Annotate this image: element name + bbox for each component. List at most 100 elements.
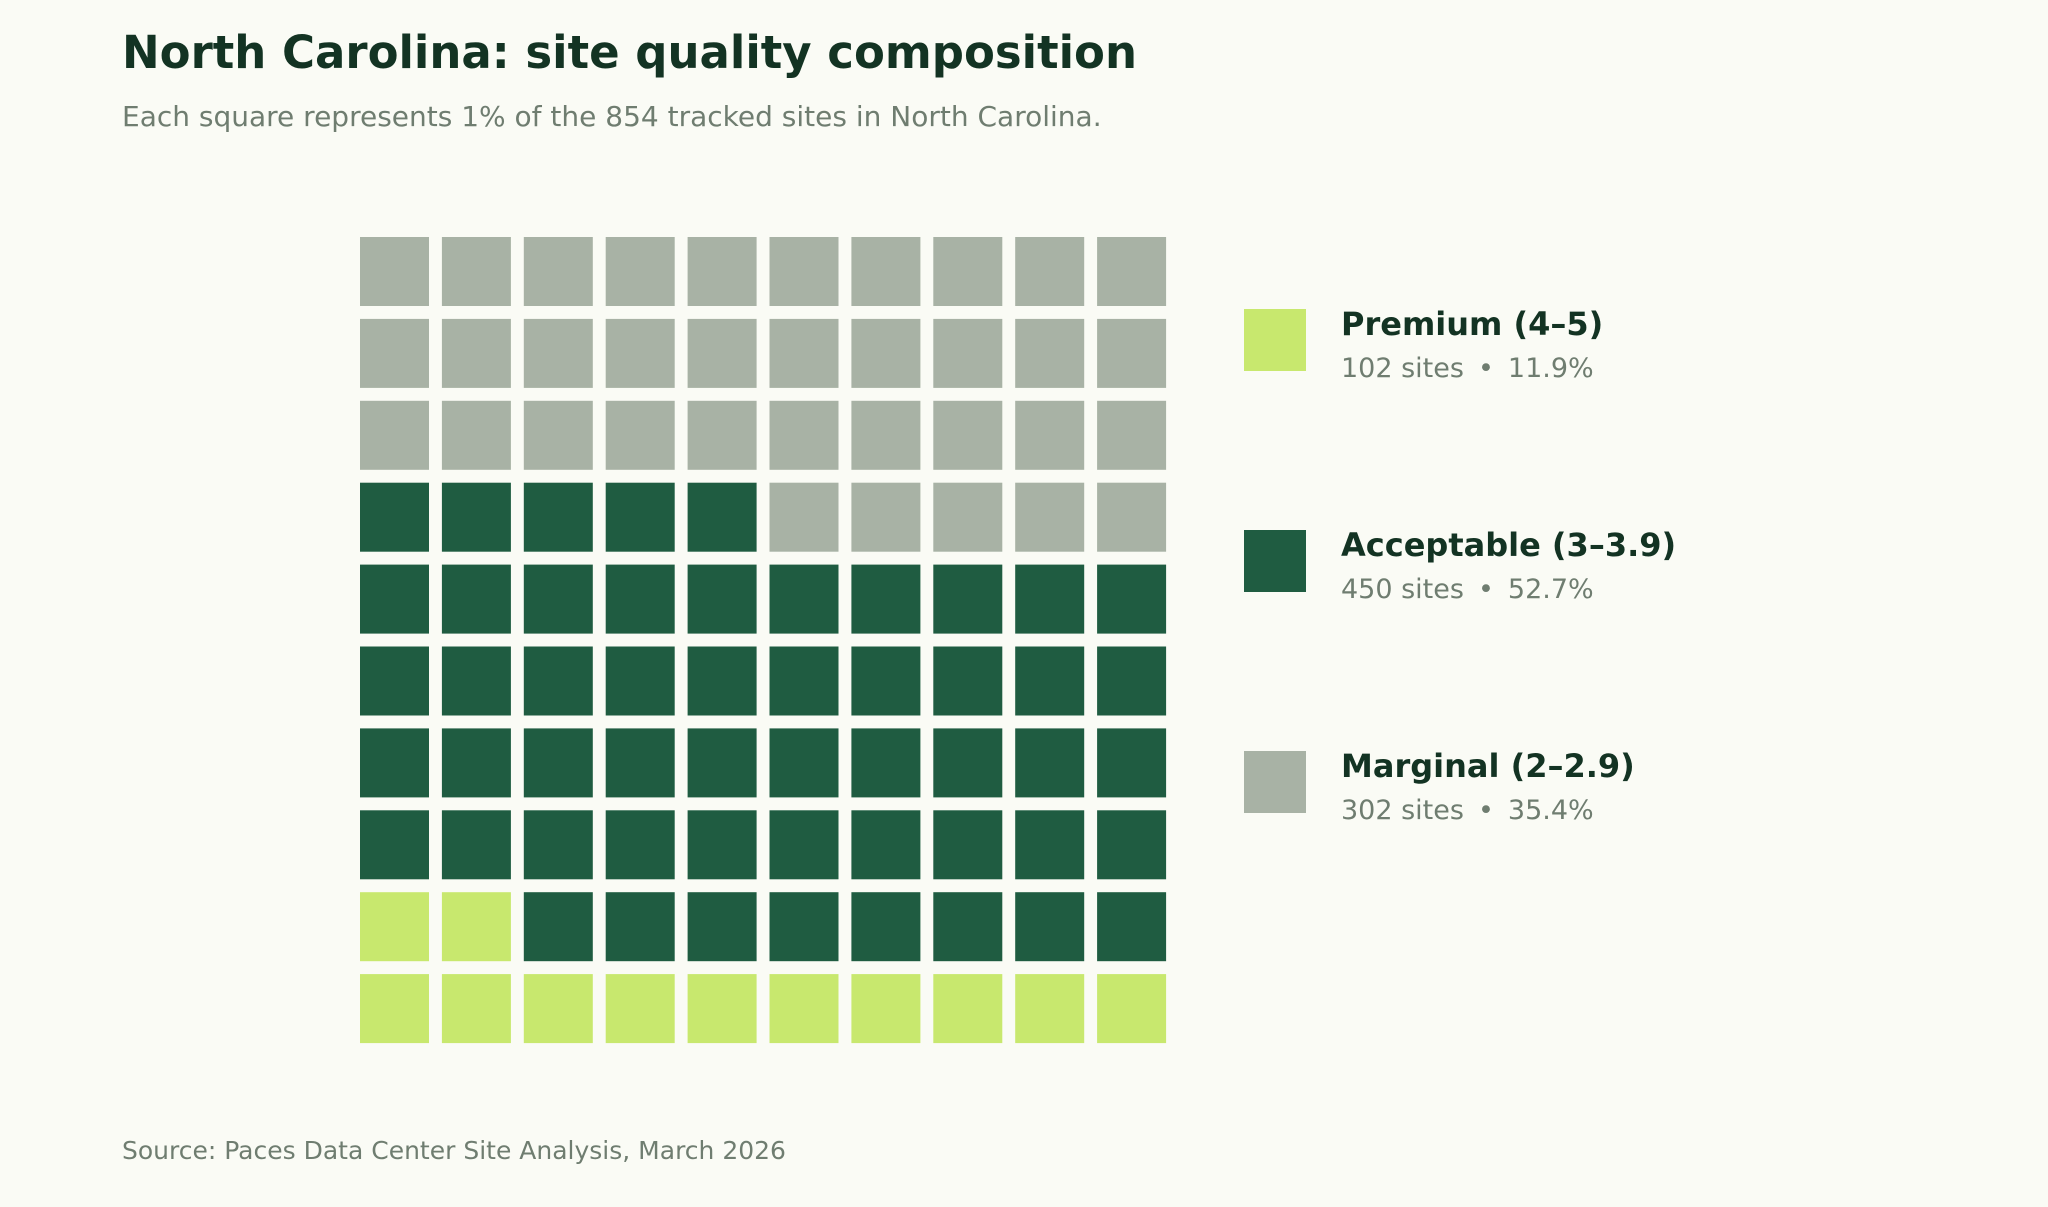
legend-label-marginal: Marginal (2–2.9)	[1341, 747, 1635, 785]
waffle-square-acceptable	[523, 482, 593, 552]
legend-percent-marginal: 35.4%	[1507, 795, 1594, 826]
waffle-square-acceptable	[605, 728, 675, 798]
legend-detail-premium: 102 sites • 11.9%	[1341, 353, 1594, 384]
waffle-square-premium	[769, 974, 839, 1044]
waffle-square-acceptable	[687, 564, 757, 634]
waffle-square-acceptable	[360, 482, 429, 552]
waffle-square-acceptable	[360, 646, 429, 716]
waffle-square-premium	[360, 892, 429, 962]
waffle-square-acceptable	[769, 728, 839, 798]
chart-source: Source: Paces Data Center Site Analysis,…	[122, 1136, 786, 1165]
waffle-square-marginal	[1015, 482, 1085, 552]
waffle-square-acceptable	[851, 892, 921, 962]
chart-title: North Carolina: site quality composition	[122, 26, 1137, 79]
legend-label-premium: Premium (4–5)	[1341, 305, 1604, 343]
waffle-square-premium	[605, 974, 675, 1044]
waffle-square-marginal	[1097, 400, 1167, 470]
waffle-square-acceptable	[523, 810, 593, 880]
waffle-square-marginal	[769, 237, 839, 306]
waffle-square-premium	[441, 974, 511, 1044]
waffle-square-acceptable	[1015, 564, 1085, 634]
waffle-square-acceptable	[769, 646, 839, 716]
waffle-square-premium	[1015, 974, 1085, 1044]
waffle-square-acceptable	[360, 810, 429, 880]
waffle-square-marginal	[360, 318, 429, 388]
waffle-square-acceptable	[605, 892, 675, 962]
waffle-square-marginal	[769, 482, 839, 552]
waffle-square-acceptable	[605, 482, 675, 552]
waffle-square-marginal	[851, 400, 921, 470]
waffle-square-acceptable	[1097, 564, 1167, 634]
legend-sites-marginal: 302 sites	[1341, 795, 1464, 826]
waffle-square-acceptable	[933, 646, 1003, 716]
waffle-square-acceptable	[933, 810, 1003, 880]
legend-label-acceptable: Acceptable (3–3.9)	[1341, 526, 1677, 564]
waffle-square-marginal	[1015, 318, 1085, 388]
waffle-square-acceptable	[1015, 892, 1085, 962]
waffle-square-acceptable	[1015, 728, 1085, 798]
waffle-square-acceptable	[851, 646, 921, 716]
waffle-square-acceptable	[360, 728, 429, 798]
waffle-square-marginal	[1015, 237, 1085, 306]
waffle-square-premium	[851, 974, 921, 1044]
waffle-square-marginal	[933, 318, 1003, 388]
waffle-square-marginal	[1097, 482, 1167, 552]
waffle-square-marginal	[933, 237, 1003, 306]
waffle-square-acceptable	[851, 810, 921, 880]
waffle-square-premium	[687, 974, 757, 1044]
waffle-square-acceptable	[523, 892, 593, 962]
waffle-square-acceptable	[605, 564, 675, 634]
waffle-square-acceptable	[851, 728, 921, 798]
waffle-square-acceptable	[441, 728, 511, 798]
waffle-square-marginal	[605, 318, 675, 388]
legend-sites-acceptable: 450 sites	[1341, 574, 1464, 605]
waffle-square-marginal	[523, 318, 593, 388]
waffle-square-acceptable	[605, 646, 675, 716]
waffle-square-acceptable	[1015, 810, 1085, 880]
waffle-square-acceptable	[687, 482, 757, 552]
waffle-square-marginal	[441, 318, 511, 388]
legend-separator: •	[1477, 795, 1494, 826]
legend-separator: •	[1477, 574, 1494, 605]
legend-swatch-marginal	[1244, 751, 1306, 813]
waffle-square-acceptable	[1097, 810, 1167, 880]
legend-percent-acceptable: 52.7%	[1507, 574, 1594, 605]
waffle-square-marginal	[933, 400, 1003, 470]
waffle-square-acceptable	[769, 564, 839, 634]
waffle-square-marginal	[851, 318, 921, 388]
waffle-square-marginal	[687, 400, 757, 470]
waffle-square-marginal	[769, 400, 839, 470]
waffle-square-acceptable	[1015, 646, 1085, 716]
legend-detail-marginal: 302 sites • 35.4%	[1341, 795, 1594, 826]
waffle-square-acceptable	[523, 646, 593, 716]
waffle-square-marginal	[1097, 237, 1167, 306]
waffle-square-marginal	[687, 237, 757, 306]
waffle-square-marginal	[523, 237, 593, 306]
waffle-square-acceptable	[1097, 892, 1167, 962]
waffle-square-acceptable	[1097, 646, 1167, 716]
waffle-square-premium	[441, 892, 511, 962]
waffle-square-premium	[360, 974, 429, 1044]
legend-swatch-premium	[1244, 309, 1306, 371]
waffle-square-acceptable	[523, 728, 593, 798]
waffle-square-premium	[523, 974, 593, 1044]
waffle-square-marginal	[687, 318, 757, 388]
waffle-square-acceptable	[441, 646, 511, 716]
legend-percent-premium: 11.9%	[1507, 353, 1594, 384]
waffle-square-acceptable	[851, 564, 921, 634]
waffle-square-acceptable	[769, 810, 839, 880]
waffle-square-marginal	[360, 400, 429, 470]
waffle-square-acceptable	[687, 728, 757, 798]
waffle-square-acceptable	[360, 564, 429, 634]
waffle-square-acceptable	[933, 564, 1003, 634]
waffle-square-marginal	[1015, 400, 1085, 470]
waffle-square-acceptable	[1097, 728, 1167, 798]
waffle-square-marginal	[1097, 318, 1167, 388]
waffle-square-premium	[933, 974, 1003, 1044]
waffle-square-acceptable	[687, 892, 757, 962]
waffle-square-acceptable	[441, 810, 511, 880]
legend-sites-premium: 102 sites	[1341, 353, 1464, 384]
waffle-square-acceptable	[687, 646, 757, 716]
waffle-square-marginal	[605, 400, 675, 470]
